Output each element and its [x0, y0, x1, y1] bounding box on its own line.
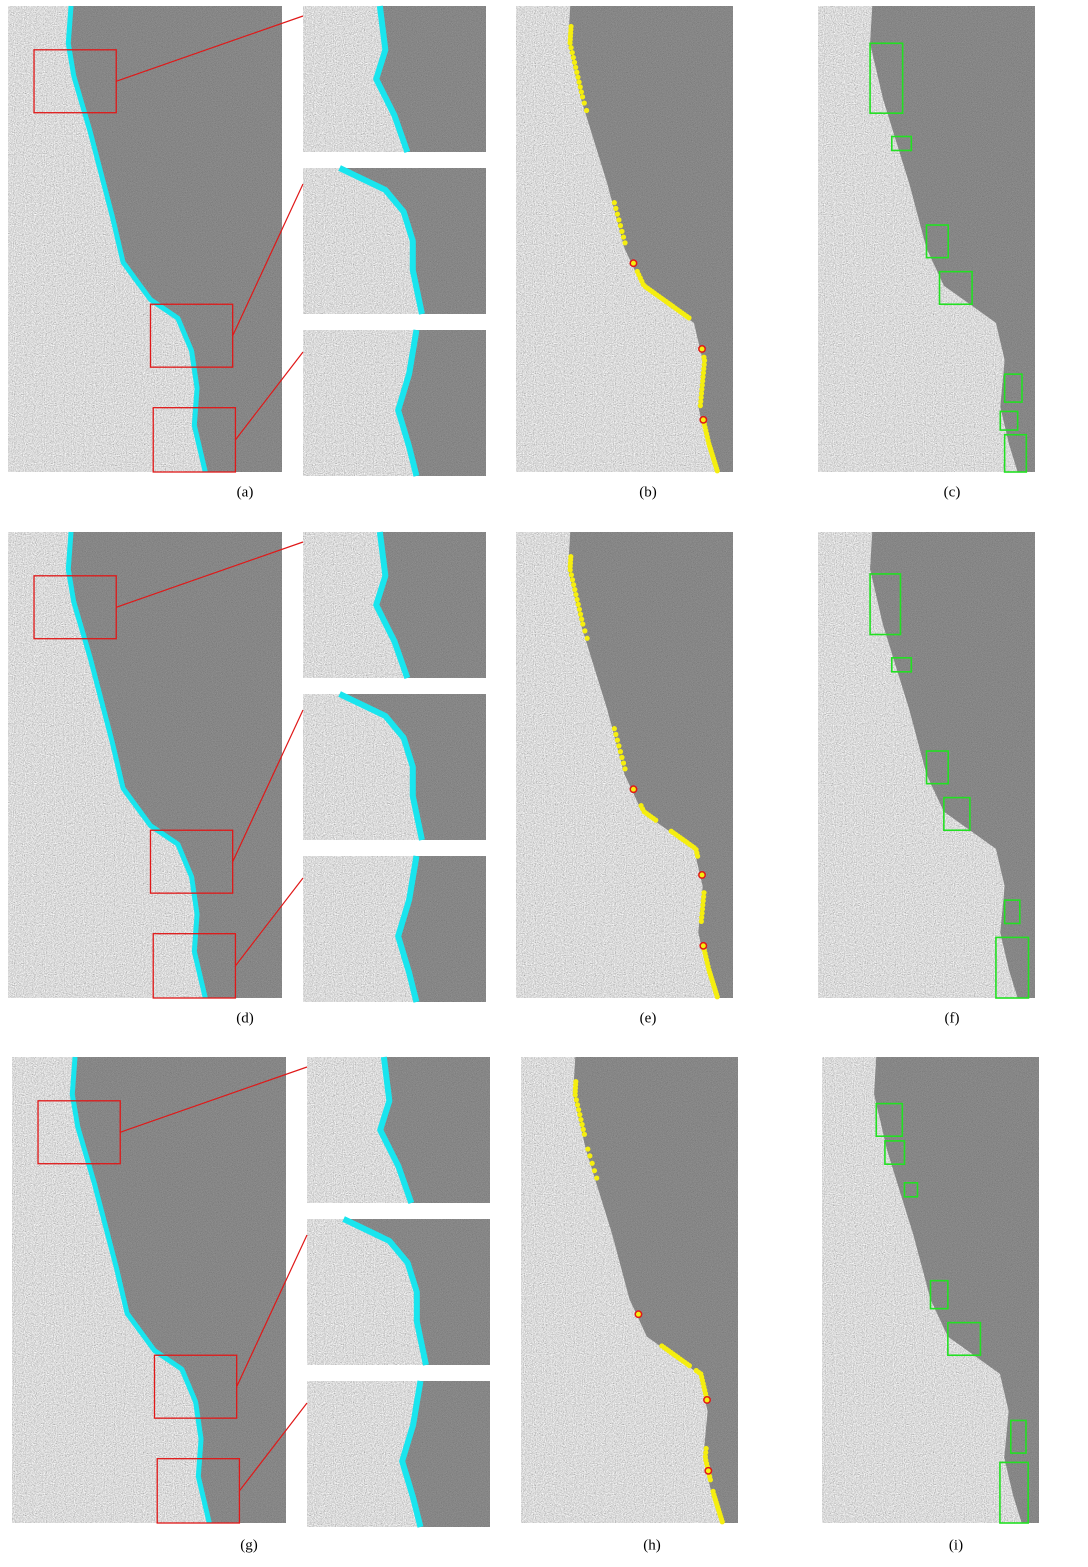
- keypoint: [570, 577, 575, 582]
- panel-caption: (b): [639, 484, 657, 500]
- keypoint: [576, 1107, 581, 1112]
- keypoint: [575, 1102, 580, 1107]
- error-point: [630, 260, 636, 266]
- sar-image: [12, 1057, 286, 1523]
- sar-image: [303, 532, 486, 678]
- sar-image: [303, 694, 486, 840]
- keypoint: [577, 79, 582, 84]
- keypoint: [580, 621, 585, 626]
- keypoint: [615, 212, 620, 217]
- panel-caption: (e): [640, 1010, 657, 1026]
- sar-image: [8, 6, 282, 472]
- keypoint: [572, 60, 577, 65]
- keypoint: [585, 636, 590, 641]
- error-point: [635, 1311, 641, 1317]
- keypoint: [618, 223, 623, 228]
- keypoint: [594, 1175, 599, 1180]
- keypoint: [687, 1363, 692, 1368]
- keypoint: [579, 617, 584, 622]
- keypoint: [580, 94, 585, 99]
- sar-image: [307, 1381, 490, 1527]
- keypoint: [615, 738, 620, 743]
- keypoint: [612, 200, 617, 205]
- keypoint: [573, 65, 578, 70]
- keypoint: [574, 1097, 579, 1102]
- panel-caption: (c): [944, 484, 961, 500]
- keypoint: [579, 89, 584, 94]
- error-point: [699, 346, 705, 352]
- keypoint: [577, 1112, 582, 1117]
- sar-image: [303, 856, 486, 1002]
- keypoint: [574, 70, 579, 75]
- keypoint: [621, 760, 626, 765]
- sar-image: [303, 168, 486, 314]
- keypoint: [573, 592, 578, 597]
- keypoint: [616, 217, 621, 222]
- keypoint: [590, 1161, 595, 1166]
- panel-caption: (a): [237, 484, 254, 500]
- keypoint: [578, 612, 583, 617]
- sar-image: [303, 330, 486, 476]
- keypoint: [699, 919, 704, 924]
- error-point: [700, 417, 706, 423]
- keypoint: [582, 628, 587, 633]
- sar-image: [307, 1057, 490, 1203]
- keypoint: [568, 45, 573, 50]
- keypoint: [585, 1146, 590, 1151]
- keypoint: [715, 994, 720, 999]
- keypoint: [577, 607, 582, 612]
- error-point: [630, 786, 636, 792]
- panel-caption: (d): [236, 1010, 254, 1026]
- keypoint: [575, 597, 580, 602]
- sar-image: [8, 532, 282, 998]
- keypoint: [613, 206, 618, 211]
- keypoint: [582, 1132, 587, 1137]
- error-point: [699, 872, 705, 878]
- keypoint: [592, 1168, 597, 1173]
- keypoint: [616, 743, 621, 748]
- keypoint: [571, 582, 576, 587]
- keypoint: [581, 1127, 586, 1132]
- keypoint: [653, 817, 658, 822]
- keypoint: [576, 602, 581, 607]
- sar-image: [303, 6, 486, 152]
- figure: (a) (b) (c) (d) (e) (f) (g) (h) (i): [0, 0, 1088, 1562]
- panel-caption: (f): [945, 1010, 960, 1026]
- keypoint: [570, 50, 575, 55]
- keypoint: [622, 766, 627, 771]
- keypoint: [568, 40, 573, 45]
- keypoint: [582, 100, 587, 105]
- keypoint: [572, 587, 577, 592]
- keypoint: [584, 108, 589, 113]
- keypoint: [698, 403, 703, 408]
- keypoint: [568, 567, 573, 572]
- keypoint: [619, 755, 624, 760]
- keypoint: [578, 84, 583, 89]
- keypoint: [613, 732, 618, 737]
- keypoint: [580, 1122, 585, 1127]
- keypoint: [622, 240, 627, 245]
- panel-caption: (i): [949, 1537, 963, 1553]
- keypoint: [587, 1153, 592, 1158]
- keypoint: [686, 315, 691, 320]
- keypoint: [715, 468, 720, 473]
- keypoint: [569, 572, 574, 577]
- keypoint: [578, 1117, 583, 1122]
- keypoint: [612, 726, 617, 731]
- keypoint: [695, 854, 700, 859]
- panel-caption: (h): [643, 1537, 661, 1553]
- keypoint: [618, 749, 623, 754]
- keypoint: [619, 229, 624, 234]
- keypoint: [575, 75, 580, 80]
- error-point: [704, 1397, 710, 1403]
- sar-image: [307, 1219, 490, 1365]
- error-point: [705, 1468, 711, 1474]
- keypoint: [621, 234, 626, 239]
- keypoint: [708, 1477, 713, 1482]
- keypoint: [720, 1519, 725, 1524]
- error-point: [700, 943, 706, 949]
- keypoint: [573, 1092, 578, 1097]
- panel-caption: (g): [240, 1537, 258, 1553]
- keypoint: [571, 55, 576, 60]
